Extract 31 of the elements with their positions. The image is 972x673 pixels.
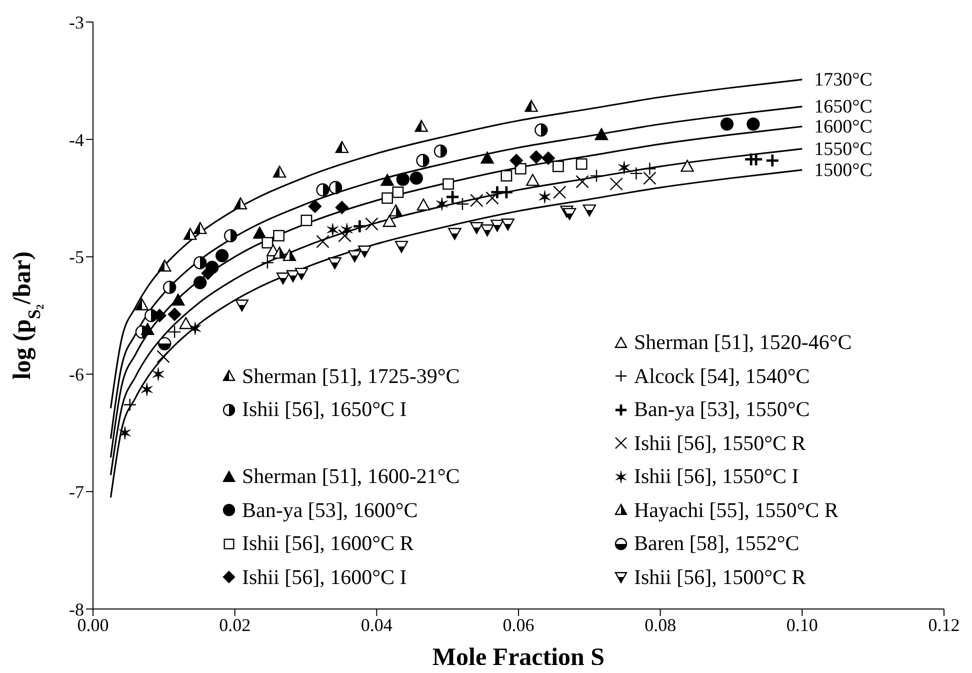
legend-label: Ishii [56], 1550°C R — [634, 430, 806, 456]
x-tick-label: 0.04 — [360, 614, 392, 635]
legend-label: Ishii [56], 1650°C I — [242, 397, 407, 422]
y-tick-label: -3 — [69, 12, 84, 32]
y-tick-label: -7 — [69, 482, 84, 502]
x-tick-label: 0.02 — [219, 614, 251, 635]
legend-label: Baren [58], 1552°C — [634, 531, 800, 556]
y-tick-label: -4 — [69, 130, 84, 150]
legend-label: Sherman [51], 1520-46°C — [634, 330, 852, 355]
series-label: 1500°C — [814, 160, 872, 181]
y-tick-label: -5 — [69, 247, 84, 268]
x-tick-label: 0.12 — [928, 614, 960, 635]
legend-label: Ishii [56], 1600°C R — [242, 531, 414, 556]
legend-label: Sherman [51], 1725-39°C — [242, 364, 460, 388]
x-tick-label: 0.10 — [786, 614, 818, 635]
series-label: 1730°C — [814, 70, 872, 91]
series-label: 1600°C — [814, 116, 872, 138]
y-tick-label: -6 — [69, 364, 84, 385]
x-tick-label: 0.08 — [644, 614, 676, 635]
x-tick-label: 0.06 — [502, 614, 534, 635]
x-axis-title: Mole Fraction S — [432, 644, 605, 671]
legend-label: Ishii [56], 1600°C I — [242, 564, 407, 590]
legend-label: Ban-ya [53], 1600°C — [242, 498, 418, 522]
legend-label: Alcock [54], 1540°C — [634, 364, 810, 388]
legend-label: Hayachi [55], 1550°C R — [634, 498, 838, 522]
series-label: 1550°C — [814, 138, 872, 160]
legend-label: Ishii [56], 1500°C R — [634, 564, 806, 590]
legend-label: Ban-ya [53], 1550°C — [634, 397, 810, 422]
series-label: 1650°C — [814, 96, 872, 118]
legend-label: Sherman [51], 1600-21°C — [242, 464, 460, 489]
legend-label: Ishii [56], 1550°C I — [634, 464, 799, 489]
